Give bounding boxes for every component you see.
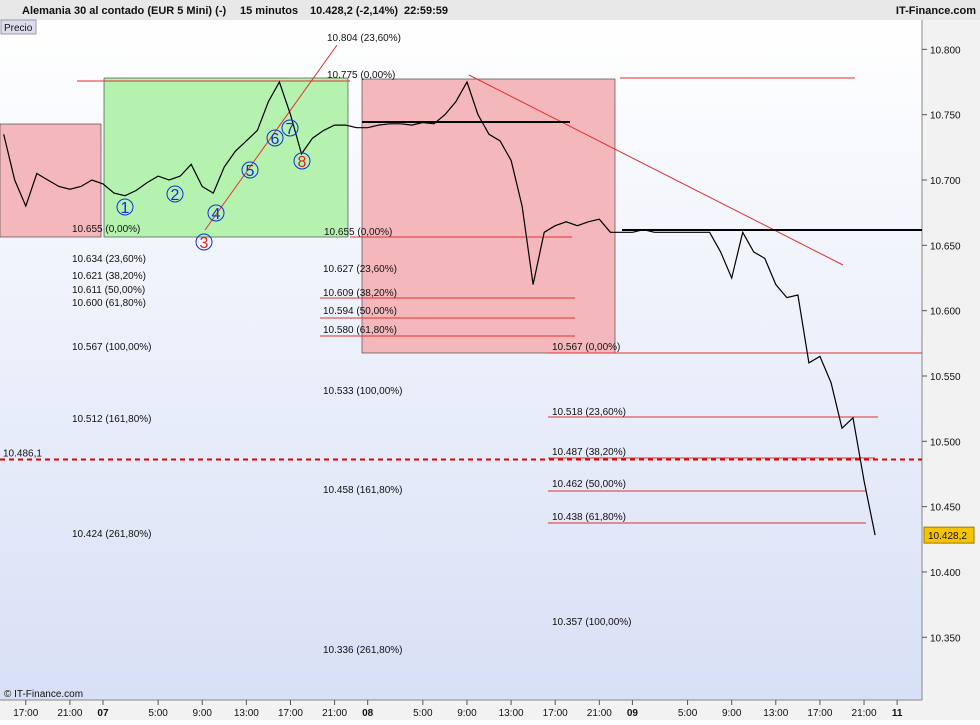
wave-circle [293,152,311,170]
wave-circle [281,119,299,137]
quote: 10.428,2 (-2,14%) [310,5,398,17]
instrument: Alemania 30 al contado (EUR 5 Mini) (-) [22,5,226,17]
x-tick-label: 9:00 [722,708,742,719]
fib-label: 10.621 (38,20%) [72,271,146,282]
fib-label: 10.357 (100,00%) [552,617,632,628]
trend-line [468,74,844,266]
y-axis-area [922,20,980,720]
fib-label: 10.600 (61,80%) [72,298,146,309]
y-tick-label: 10.450 [930,503,961,514]
wave-circle [166,185,184,203]
fib-label: 10.438 (61,80%) [552,512,626,523]
trend-line [204,44,338,231]
wave-label: 3 [200,235,209,252]
fib-label: 10.512 (161,80%) [72,414,152,425]
fib-box [0,123,102,238]
period: 15 minutos [240,5,298,17]
fib-label: 10.567 (100,00%) [72,342,152,353]
fib-label: 10.336 (261,80%) [323,645,403,656]
x-tick-label: 13:00 [499,708,524,719]
fib-label: 10.533 (100,00%) [323,386,403,397]
y-tick-label: 10.600 [930,307,961,318]
y-tick-label: 10.350 [930,633,961,644]
y-tick-label: 10.400 [930,568,961,579]
fib-label: 10.594 (50,00%) [323,306,397,317]
panel-label-box [0,19,37,35]
x-tick-label: 9:00 [457,708,477,719]
x-tick-label: 9:00 [193,708,213,719]
y-tick-label: 10.650 [930,241,961,252]
wave-label: 7 [286,121,295,138]
fib-label: 10.775 (0,00%) [327,70,395,81]
fib-label: 10.518 (23,60%) [552,407,626,418]
fib-label: 10.487 (38,20%) [552,447,626,458]
site: IT-Finance.com [896,5,976,17]
fib-label: 10.609 (38,20%) [323,288,397,299]
wave-circle [207,204,225,222]
fib-label: 10.627 (23,60%) [323,264,397,275]
y-tick-label: 10.800 [930,45,961,56]
fib-label: 10.458 (161,80%) [323,485,403,496]
x-tick-label: 17:00 [543,708,568,719]
wave-circle [266,129,284,147]
x-tick-label: 11 [892,708,903,719]
x-tick-label: 21:00 [322,708,347,719]
wave-label: 1 [121,200,130,217]
last-price-box [923,526,975,544]
panel-label: Precio [4,23,33,34]
wave-label: 8 [298,154,307,171]
y-tick-label: 10.550 [930,372,961,383]
reference-label: 10.486,1 [3,448,42,459]
fib-lines [77,44,922,524]
x-tick-label: 17:00 [807,708,832,719]
fib-label: 10.462 (50,00%) [552,479,626,490]
fib-box [361,78,616,354]
wave-circle [195,233,213,251]
fib-label: 10.567 (0,00%) [552,342,620,353]
wave-circle [116,198,134,216]
fib-label: 10.424 (261,80%) [72,529,152,540]
last-price-label: 10.428,2 [928,531,967,542]
wave-label: 2 [171,187,180,204]
fib-label: 10.804 (23,60%) [327,33,401,44]
wave-label: 6 [271,131,280,148]
fib-box [103,77,349,238]
x-tick-label: 5:00 [413,708,433,719]
x-tick-label: 08 [362,708,374,719]
fib-label: 10.580 (61,80%) [323,325,397,336]
y-tick-label: 10.500 [930,437,961,448]
x-tick-label: 21:00 [852,708,877,719]
fib-label: 10.634 (23,60%) [72,254,146,265]
wave-label: 4 [212,206,221,223]
fib-label: 10.611 (50,00%) [72,285,145,296]
x-tick-label: 21:00 [57,708,82,719]
x-tick-label: 5:00 [148,708,168,719]
x-tick-label: 21:00 [587,708,612,719]
price-line [3,80,876,536]
x-tick-label: 5:00 [678,708,698,719]
wave-label: 5 [246,163,255,180]
x-tick-label: 09 [627,708,639,719]
x-axis-area [0,700,922,720]
header-bar [0,0,980,20]
x-tick-label: 13:00 [763,708,788,719]
fib-label: 10.655 (0,00%) [72,224,140,235]
x-tick-label: 17:00 [278,708,303,719]
fib-label: 10.655 (0,00%) [324,227,392,238]
y-tick-label: 10.750 [930,111,961,122]
copyright: © IT-Finance.com [4,689,83,700]
x-tick-label: 17:00 [13,708,38,719]
wave-circle [241,161,259,179]
x-tick-label: 13:00 [234,708,259,719]
time: 22:59:59 [404,5,448,17]
y-tick-label: 10.700 [930,176,961,187]
x-tick-label: 07 [97,708,109,719]
